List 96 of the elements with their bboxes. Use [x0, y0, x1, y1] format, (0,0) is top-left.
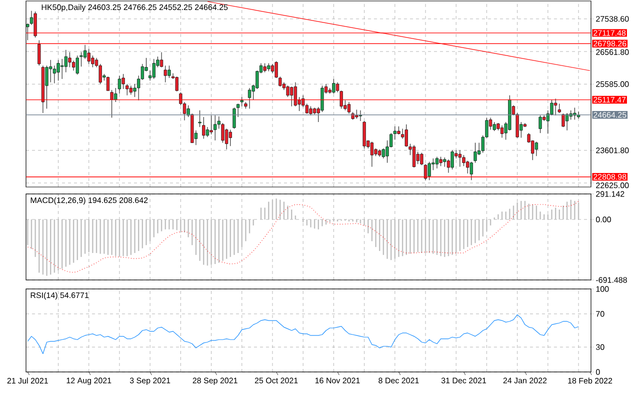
- candlestick: [160, 52, 164, 68]
- candlestick: [198, 110, 202, 128]
- x-tick-label: 8 Dec 2021: [378, 378, 419, 384]
- y-tick-label: 26561.80: [596, 49, 629, 55]
- candlestick: [206, 126, 210, 138]
- candlestick: [210, 115, 213, 135]
- candlestick: [458, 150, 462, 168]
- y-tick-label: 27538.60: [596, 16, 629, 22]
- candlestick: [294, 82, 297, 107]
- y-tick-label: 291.142: [596, 191, 624, 197]
- ref-line-label: 24664.25: [594, 112, 626, 118]
- candlestick: [87, 48, 90, 64]
- candlestick: [320, 85, 324, 112]
- candlestick: [382, 148, 385, 159]
- ref-line-label: 22808.98: [594, 174, 626, 180]
- candlestick: [332, 78, 336, 94]
- x-tick-label: 3 Sep 2021: [130, 378, 170, 385]
- candlestick: [152, 58, 156, 80]
- x-tick-label: 12 Aug 2021: [66, 378, 112, 385]
- candlestick: [168, 65, 171, 78]
- candlestick: [286, 85, 290, 98]
- ref-line-label: 25117.47: [594, 96, 626, 103]
- candlestick: [290, 86, 294, 107]
- candlestick: [240, 96, 244, 107]
- candlestick: [126, 84, 129, 96]
- x-tick-label: 24 Jan 2022: [503, 378, 547, 384]
- candlestick: [562, 113, 565, 128]
- candlestick: [38, 40, 41, 66]
- ref-line-label: 27117.48: [594, 30, 626, 36]
- x-tick-label: 28 Sep 2021: [192, 378, 238, 385]
- candlestick: [428, 162, 431, 180]
- candlestick: [106, 76, 110, 91]
- candlestick: [34, 11, 37, 38]
- candlestick: [232, 107, 236, 129]
- x-tick-label: 31 Dec 2021: [441, 378, 486, 384]
- candlestick: [114, 88, 118, 102]
- candlestick: [492, 122, 496, 132]
- y-tick-label: 70: [596, 311, 604, 317]
- ref-line-label: 26798.26: [594, 40, 626, 46]
- candlestick: [435, 156, 439, 169]
- candlestick: [439, 156, 442, 166]
- candlestick: [347, 102, 351, 114]
- candlestick: [110, 90, 114, 118]
- candlestick: [412, 144, 416, 168]
- x-tick-label: 18 Feb 2022: [568, 378, 612, 384]
- y-tick-label: 25585.00: [596, 81, 629, 87]
- candlestick: [470, 162, 473, 180]
- y-tick-label: 30: [596, 344, 604, 350]
- x-tick-label: 21 Jul 2021: [7, 378, 48, 384]
- candlestick: [534, 141, 538, 156]
- candlestick: [164, 65, 167, 83]
- candlestick: [500, 125, 504, 138]
- candlestick: [56, 60, 60, 81]
- x-tick-label: 16 Nov 2021: [315, 378, 360, 384]
- candlestick: [538, 115, 542, 134]
- candlestick: [122, 74, 125, 90]
- y-tick-label: 0: [596, 369, 600, 375]
- candlestick: [270, 64, 274, 74]
- candlestick: [248, 88, 252, 109]
- candlestick: [214, 115, 217, 141]
- candlestick: [225, 128, 228, 150]
- candlestick: [404, 124, 408, 147]
- chart-title: HK50p,Daily 24603.25 24766.25 24552.25 24664.25: [42, 4, 228, 12]
- candlestick: [358, 110, 362, 122]
- candlestick: [68, 52, 72, 68]
- y-tick-label: 100: [596, 286, 609, 292]
- y-tick-label: 23601.80: [596, 148, 629, 154]
- candlestick: [228, 129, 232, 146]
- chart-title: RSI(14) 54.6771: [30, 292, 89, 300]
- x-tick-label: 25 Oct 2021: [254, 378, 298, 384]
- candlestick: [60, 58, 64, 80]
- y-tick-label: 0.00: [596, 216, 611, 222]
- candlestick: [76, 55, 79, 75]
- candlestick: [72, 60, 76, 71]
- candlestick: [45, 65, 48, 109]
- candlestick: [118, 75, 122, 94]
- candlestick: [202, 116, 206, 139]
- candlestick: [83, 44, 87, 60]
- candlestick: [129, 85, 132, 95]
- chart-title: MACD(12,26,9) 194.625 208.642: [30, 197, 148, 205]
- candlestick: [450, 150, 454, 170]
- candlestick: [49, 60, 52, 83]
- candlestick: [274, 61, 278, 78]
- candlestick: [263, 63, 266, 73]
- candlestick: [278, 76, 282, 87]
- candlestick: [474, 142, 477, 164]
- candlestick: [309, 106, 312, 116]
- y-tick-label: 22625.00: [596, 182, 629, 188]
- candlestick: [554, 98, 558, 116]
- candlestick: [175, 76, 178, 92]
- candlestick: [355, 109, 358, 119]
- y-tick-label: -691.488: [596, 277, 627, 283]
- candlestick: [370, 141, 374, 168]
- candlestick: [91, 55, 94, 68]
- candlestick: [565, 112, 569, 131]
- candlestick: [80, 52, 83, 67]
